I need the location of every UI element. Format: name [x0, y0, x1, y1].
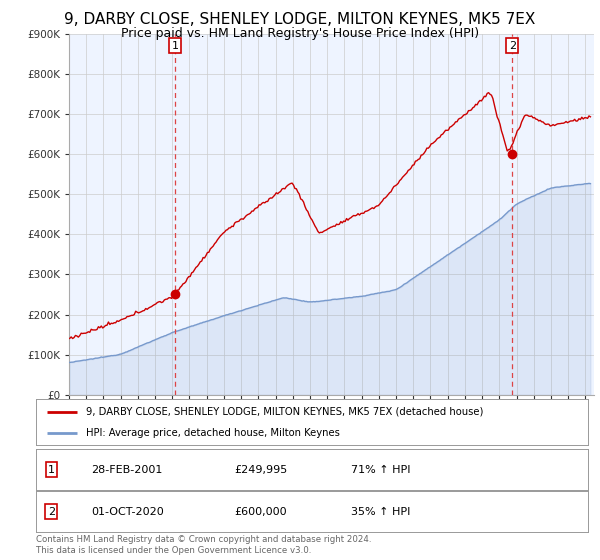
Text: 2: 2 — [509, 41, 516, 50]
Text: 28-FEB-2001: 28-FEB-2001 — [91, 465, 163, 474]
Text: 35% ↑ HPI: 35% ↑ HPI — [350, 507, 410, 516]
Text: £249,995: £249,995 — [235, 465, 288, 474]
Text: 2: 2 — [48, 507, 55, 516]
Text: 9, DARBY CLOSE, SHENLEY LODGE, MILTON KEYNES, MK5 7EX (detached house): 9, DARBY CLOSE, SHENLEY LODGE, MILTON KE… — [86, 407, 483, 417]
Text: Price paid vs. HM Land Registry's House Price Index (HPI): Price paid vs. HM Land Registry's House … — [121, 27, 479, 40]
Text: 1: 1 — [48, 465, 55, 474]
Text: £600,000: £600,000 — [235, 507, 287, 516]
Text: 1: 1 — [172, 41, 179, 50]
Text: 01-OCT-2020: 01-OCT-2020 — [91, 507, 164, 516]
Text: HPI: Average price, detached house, Milton Keynes: HPI: Average price, detached house, Milt… — [86, 428, 340, 438]
Text: Contains HM Land Registry data © Crown copyright and database right 2024.
This d: Contains HM Land Registry data © Crown c… — [36, 535, 371, 555]
Text: 71% ↑ HPI: 71% ↑ HPI — [350, 465, 410, 474]
Text: 9, DARBY CLOSE, SHENLEY LODGE, MILTON KEYNES, MK5 7EX: 9, DARBY CLOSE, SHENLEY LODGE, MILTON KE… — [64, 12, 536, 27]
